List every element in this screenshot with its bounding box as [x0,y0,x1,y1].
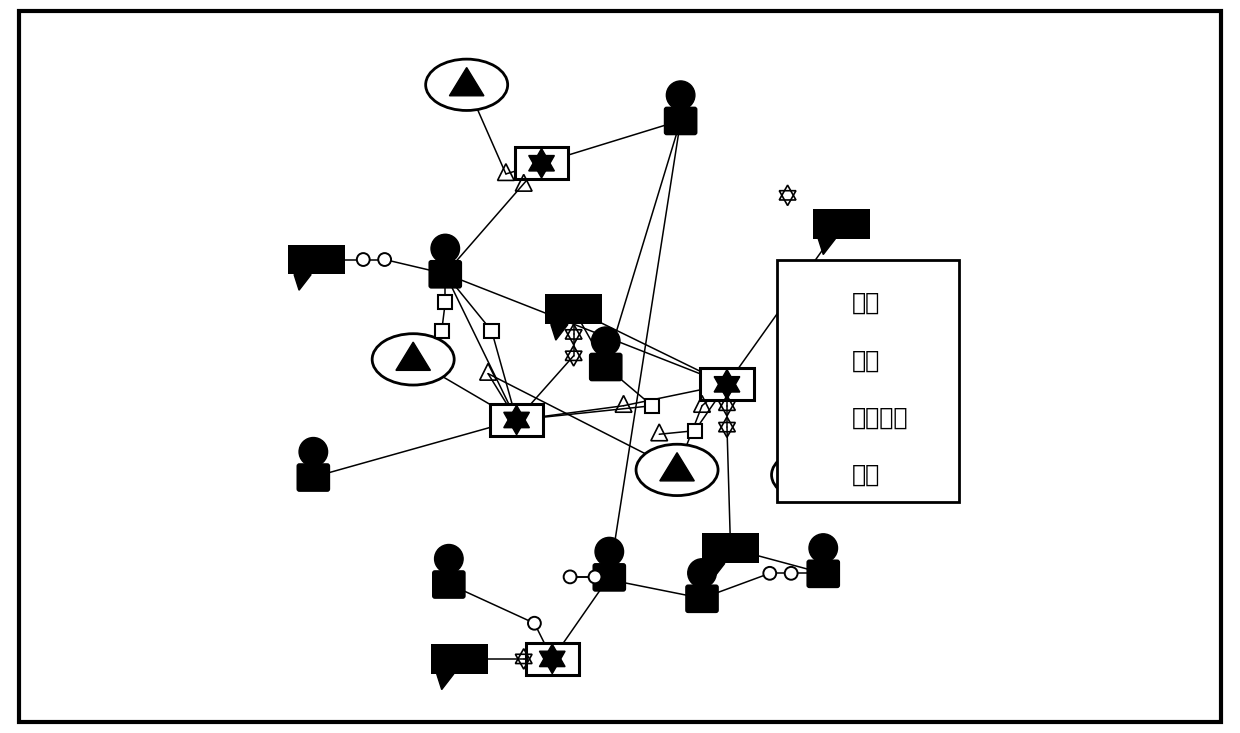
Circle shape [564,570,577,583]
Polygon shape [708,564,725,579]
Bar [289,245,346,274]
Polygon shape [436,674,454,690]
Polygon shape [800,295,826,317]
Bar [645,399,660,413]
FancyBboxPatch shape [296,463,330,492]
Bar [688,424,702,438]
Circle shape [808,534,837,562]
Polygon shape [539,651,565,674]
Polygon shape [818,239,836,254]
Bar [434,324,449,338]
Polygon shape [795,457,830,486]
Circle shape [666,81,694,109]
FancyBboxPatch shape [589,353,622,381]
Polygon shape [396,342,430,370]
Polygon shape [294,274,311,290]
Bar [784,346,841,376]
FancyBboxPatch shape [526,643,579,675]
Polygon shape [449,67,484,96]
Circle shape [357,253,370,266]
FancyBboxPatch shape [515,147,568,180]
Polygon shape [800,287,826,310]
Polygon shape [528,149,554,171]
Bar [432,644,489,674]
Polygon shape [528,155,554,178]
Ellipse shape [636,444,718,496]
FancyBboxPatch shape [701,368,754,400]
Circle shape [528,617,541,630]
Circle shape [378,253,391,266]
Circle shape [591,327,620,356]
Bar [702,534,759,564]
Ellipse shape [425,59,507,111]
Bar [546,295,603,325]
Polygon shape [539,644,565,666]
FancyBboxPatch shape [490,404,543,436]
FancyBboxPatch shape [797,409,827,435]
Circle shape [589,570,601,583]
Polygon shape [503,405,529,427]
Bar [812,209,869,239]
FancyBboxPatch shape [429,260,463,289]
Ellipse shape [372,334,454,385]
Bar [438,295,453,309]
FancyBboxPatch shape [593,563,626,592]
Circle shape [432,235,460,263]
Polygon shape [551,325,568,340]
Bar [485,324,498,338]
Circle shape [688,559,717,587]
Text: 标签: 标签 [852,349,880,373]
Text: 属性: 属性 [852,463,880,487]
Polygon shape [660,453,694,481]
FancyBboxPatch shape [663,106,697,136]
Ellipse shape [771,449,853,501]
Polygon shape [714,377,740,399]
Text: 项目: 项目 [852,290,880,314]
Circle shape [595,537,624,566]
FancyBboxPatch shape [686,584,719,613]
Text: 推荐对象: 推荐对象 [852,406,908,430]
Circle shape [801,388,825,412]
Polygon shape [714,369,740,392]
FancyBboxPatch shape [786,287,839,318]
Polygon shape [790,376,807,391]
Polygon shape [503,412,529,435]
Circle shape [299,438,327,466]
FancyBboxPatch shape [806,559,839,588]
Circle shape [434,545,463,573]
Circle shape [764,567,776,580]
Circle shape [785,567,797,580]
FancyBboxPatch shape [432,570,466,599]
FancyBboxPatch shape [777,259,959,502]
